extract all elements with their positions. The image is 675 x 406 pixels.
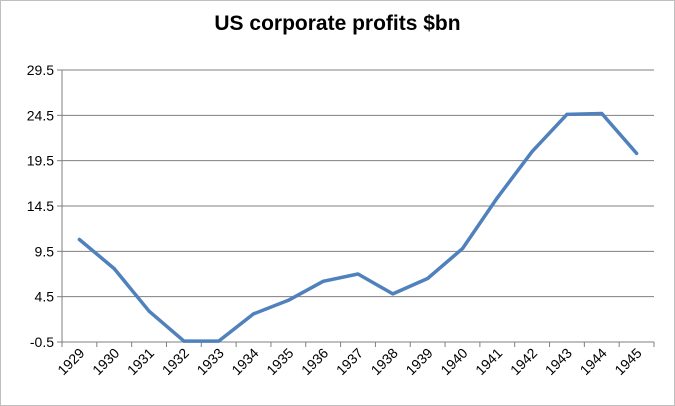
y-tick-label: 14.5 — [27, 198, 54, 214]
y-tick-label: 29.5 — [27, 62, 54, 78]
data-point — [356, 272, 360, 276]
data-point — [495, 196, 499, 200]
data-point — [600, 112, 604, 116]
x-tick-label: 1942 — [507, 345, 540, 378]
x-tick-label: 1943 — [542, 345, 575, 378]
x-tick-label: 1932 — [159, 345, 192, 378]
x-tick-label: 1929 — [54, 345, 87, 378]
data-point — [635, 151, 639, 155]
x-tick-label: 1935 — [263, 345, 296, 378]
data-point — [460, 247, 464, 251]
y-tick-label: 19.5 — [27, 153, 54, 169]
y-tick-label: 4.5 — [35, 289, 55, 305]
x-tick-label: 1934 — [228, 345, 261, 378]
data-point — [321, 279, 325, 283]
x-tick-label: 1931 — [124, 345, 157, 378]
data-point — [565, 112, 569, 116]
y-tick-label: 24.5 — [27, 107, 54, 123]
series-line — [77, 111, 639, 343]
data-point — [147, 309, 151, 313]
data-point — [252, 312, 256, 316]
data-point — [217, 339, 221, 343]
x-tick-label: 1938 — [368, 345, 401, 378]
data-point — [530, 150, 534, 154]
x-tick-label: 1940 — [437, 345, 470, 378]
x-tick-label: 1944 — [577, 345, 610, 378]
x-tick-label: 1937 — [333, 345, 366, 378]
y-tick-label: -0.5 — [30, 334, 54, 350]
x-tick-label: 1939 — [402, 345, 435, 378]
data-point — [182, 339, 186, 343]
data-point — [426, 277, 430, 281]
x-tick-label: 1933 — [193, 345, 226, 378]
data-point — [286, 298, 290, 302]
data-point — [391, 292, 395, 296]
chart-title: US corporate profits $bn — [214, 12, 461, 35]
data-point — [112, 267, 116, 271]
x-tick-label: 1945 — [611, 345, 644, 378]
x-tick-label: 1930 — [89, 345, 122, 378]
x-tick-label: 1936 — [298, 345, 331, 378]
data-point — [77, 238, 81, 242]
x-tick-label: 1941 — [472, 345, 505, 378]
y-tick-label: 9.5 — [35, 243, 55, 259]
